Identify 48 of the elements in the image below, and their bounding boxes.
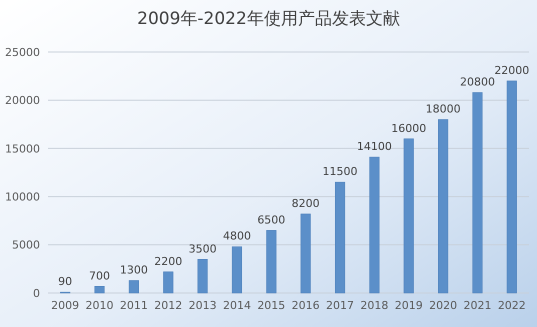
data-label: 16000 bbox=[391, 122, 426, 135]
data-label: 3500 bbox=[188, 242, 217, 256]
chart-title: 2009年-2022年使用产品发表文献 bbox=[137, 9, 400, 29]
x-tick-label: 2018 bbox=[360, 299, 388, 312]
bar bbox=[438, 119, 448, 294]
data-label: 14100 bbox=[356, 140, 392, 154]
x-tick-label: 2010 bbox=[86, 299, 114, 312]
data-label: 18000 bbox=[426, 102, 461, 116]
bar bbox=[94, 286, 105, 294]
data-label: 4800 bbox=[222, 230, 251, 243]
x-tick-label: 2012 bbox=[154, 299, 182, 312]
bar bbox=[232, 246, 242, 294]
x-tick-label: 2017 bbox=[326, 299, 354, 312]
bar bbox=[506, 80, 517, 294]
x-tick-label: 2009 bbox=[51, 299, 80, 312]
bar bbox=[266, 230, 276, 294]
y-tick-label: 0 bbox=[33, 286, 40, 300]
data-label: 2200 bbox=[154, 254, 182, 268]
bar bbox=[472, 92, 483, 294]
y-tick-label: 10000 bbox=[5, 190, 40, 204]
y-tick-label: 20000 bbox=[5, 94, 40, 108]
x-tick-label: 2011 bbox=[120, 299, 148, 312]
data-label: 700 bbox=[89, 269, 110, 282]
y-tick-label: 15000 bbox=[5, 142, 40, 156]
x-tick-label: 2015 bbox=[257, 299, 286, 312]
x-tick-label: 2019 bbox=[394, 299, 423, 312]
y-tick-label: 5000 bbox=[12, 238, 40, 252]
data-label: 8200 bbox=[292, 196, 320, 210]
bar bbox=[163, 272, 174, 294]
bar bbox=[300, 214, 311, 294]
data-label: 90 bbox=[58, 275, 72, 288]
data-label: 6500 bbox=[257, 213, 286, 226]
x-tick-label: 2016 bbox=[292, 299, 320, 312]
x-tick-label: 2014 bbox=[222, 299, 251, 312]
data-label: 20800 bbox=[460, 75, 495, 88]
data-label: 11500 bbox=[322, 165, 358, 178]
x-tick-label: 2013 bbox=[188, 299, 217, 312]
bar bbox=[128, 280, 139, 294]
data-label: 22000 bbox=[494, 64, 530, 77]
y-tick-label: 25000 bbox=[5, 46, 40, 59]
data-label: 1300 bbox=[120, 263, 148, 276]
bar bbox=[334, 182, 346, 294]
bar bbox=[369, 156, 380, 294]
x-tick-label: 2021 bbox=[463, 299, 492, 312]
bar bbox=[198, 259, 208, 294]
x-tick-label: 2022 bbox=[498, 299, 526, 312]
bar bbox=[404, 138, 414, 294]
x-tick-label: 2020 bbox=[429, 299, 458, 312]
